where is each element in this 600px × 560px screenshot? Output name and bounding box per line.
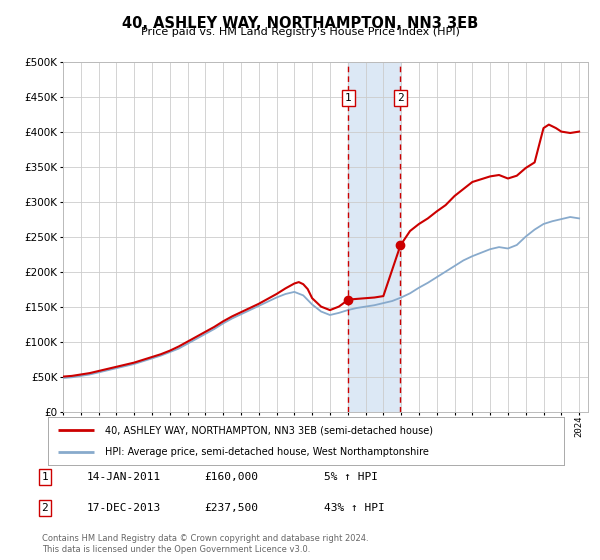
Text: 2: 2 (41, 503, 49, 513)
Text: 14-JAN-2011: 14-JAN-2011 (87, 472, 161, 482)
Text: HPI: Average price, semi-detached house, West Northamptonshire: HPI: Average price, semi-detached house,… (105, 447, 428, 457)
Text: Contains HM Land Registry data © Crown copyright and database right 2024.: Contains HM Land Registry data © Crown c… (42, 534, 368, 543)
Text: 1: 1 (345, 93, 352, 103)
Text: 43% ↑ HPI: 43% ↑ HPI (324, 503, 385, 513)
Text: 40, ASHLEY WAY, NORTHAMPTON, NN3 3EB (semi-detached house): 40, ASHLEY WAY, NORTHAMPTON, NN3 3EB (se… (105, 425, 433, 435)
Text: 17-DEC-2013: 17-DEC-2013 (87, 503, 161, 513)
Text: 1: 1 (41, 472, 49, 482)
Bar (349, 62, 400, 412)
Text: This data is licensed under the Open Government Licence v3.0.: This data is licensed under the Open Gov… (42, 545, 310, 554)
Text: 40, ASHLEY WAY, NORTHAMPTON, NN3 3EB: 40, ASHLEY WAY, NORTHAMPTON, NN3 3EB (122, 16, 478, 31)
Text: Price paid vs. HM Land Registry's House Price Index (HPI): Price paid vs. HM Land Registry's House … (140, 27, 460, 37)
Text: £237,500: £237,500 (204, 503, 258, 513)
Text: £160,000: £160,000 (204, 472, 258, 482)
Text: 2: 2 (397, 93, 404, 103)
Text: 5% ↑ HPI: 5% ↑ HPI (324, 472, 378, 482)
